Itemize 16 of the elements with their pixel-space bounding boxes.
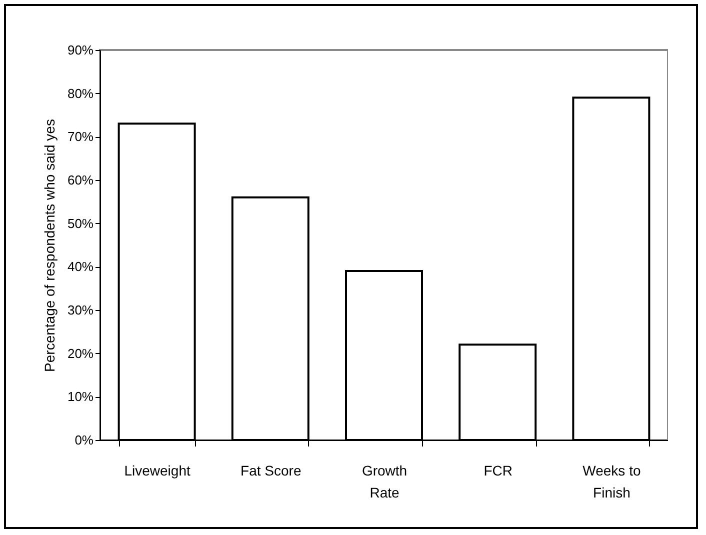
y-tick-label: 70% [67, 129, 94, 144]
y-tick-label: 20% [67, 346, 94, 361]
x-tick-label: FCR [484, 462, 512, 478]
y-tick-label: 40% [67, 259, 94, 274]
x-tick-label: Growth Rate [362, 462, 408, 500]
y-tick-label: 50% [67, 216, 94, 231]
x-tick-label: Liveweight [124, 462, 190, 478]
y-axis-title: Percentage of respondents who said yes [41, 119, 58, 372]
y-tick-label: 30% [67, 302, 94, 318]
y-tick-label: 10% [67, 389, 94, 404]
x-tick-label: Weeks to Finish [582, 462, 641, 500]
x-tick-label: Fat Score [240, 462, 302, 478]
y-tick-label: 80% [67, 86, 94, 101]
y-tick-label: 0% [74, 432, 94, 448]
y-tick-label: 90% [67, 42, 94, 58]
y-tick-label: 60% [67, 172, 94, 188]
